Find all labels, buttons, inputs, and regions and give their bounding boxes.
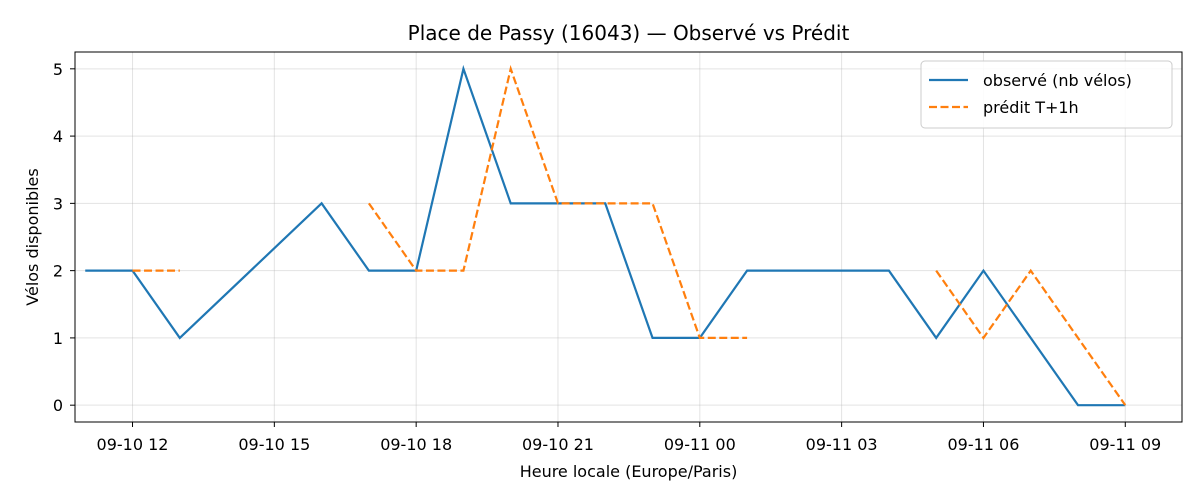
y-axis-label: Vélos disponibles xyxy=(23,168,42,305)
predicted-line xyxy=(367,64,748,340)
y-tick-label: 2 xyxy=(53,262,63,281)
y-tick-label: 3 xyxy=(53,194,63,213)
y-tick-label: 4 xyxy=(53,127,63,146)
x-tick-label: 09-11 06 xyxy=(947,435,1019,454)
ticks: 09-10 12 09-10 15 09-10 18 09-10 21 09-11 00… xyxy=(53,60,1161,454)
x-tick-label: 09-11 03 xyxy=(806,435,878,454)
y-tick-label: 0 xyxy=(53,396,63,415)
series-layer xyxy=(85,64,1127,407)
observed-line xyxy=(85,64,1126,407)
axes-frame xyxy=(74,51,1183,423)
x-tick-label: 09-11 09 xyxy=(1089,435,1161,454)
x-tick-label: 09-10 21 xyxy=(522,435,594,454)
chart-title: Place de Passy (16043) — Observé vs Préd… xyxy=(408,21,850,45)
x-tick-label: 09-10 12 xyxy=(97,435,169,454)
x-axis-label: Heure locale (Europe/Paris) xyxy=(520,462,738,481)
legend: observé (nb vélos) prédit T+1h xyxy=(920,60,1173,129)
legend-label: prédit T+1h xyxy=(983,98,1079,117)
y-tick-label: 5 xyxy=(53,60,63,79)
legend-label: observé (nb vélos) xyxy=(983,71,1132,90)
x-tick-label: 09-11 00 xyxy=(664,435,736,454)
legend-box xyxy=(920,60,1173,129)
x-tick-label: 09-10 18 xyxy=(380,435,452,454)
x-tick-label: 09-10 15 xyxy=(238,435,310,454)
predicted-line xyxy=(935,268,1127,406)
y-tick-label: 1 xyxy=(53,329,63,348)
